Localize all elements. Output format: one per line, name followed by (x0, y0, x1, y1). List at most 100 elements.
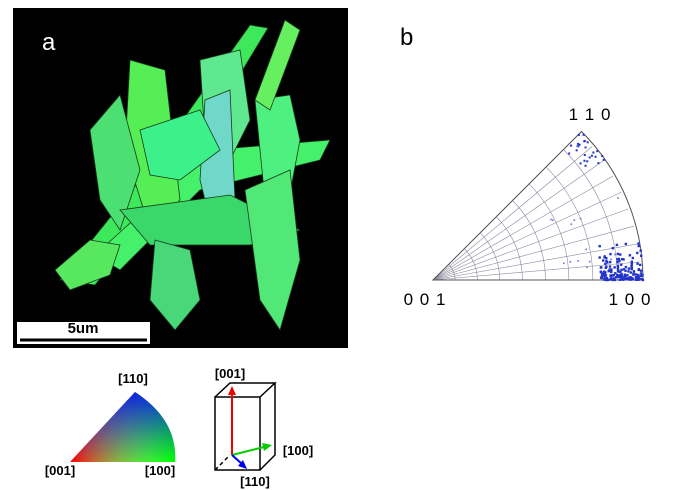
orientation-point (570, 145, 572, 147)
inverse-pole-figure (433, 132, 644, 282)
orientation-point (620, 273, 622, 275)
grid-arc (529, 184, 569, 280)
orientation-point (620, 264, 622, 266)
orientation-point (585, 165, 587, 167)
orientation-point (576, 149, 578, 151)
orientation-point (624, 278, 626, 280)
orientation-point (637, 275, 639, 277)
orientation-point (610, 270, 612, 272)
grid-ray (433, 146, 592, 280)
key-label: [100] (145, 463, 175, 478)
orientation-point (609, 261, 611, 263)
orientation-point (616, 244, 618, 246)
orientation-point (621, 275, 623, 277)
orientation-point (642, 279, 644, 281)
scale-bar-label: 5um (68, 320, 99, 337)
orientation-point (600, 266, 602, 268)
pole-label: 1 1 0 (569, 105, 612, 124)
orientation-point (618, 260, 620, 262)
orientation-point (552, 219, 554, 221)
orientation-point (609, 253, 611, 255)
orientation-point (617, 253, 619, 255)
orientation-point (576, 145, 578, 147)
orientation-point (604, 278, 606, 280)
orientation-point (612, 247, 614, 249)
orientation-point (614, 254, 616, 256)
orientation-point (574, 219, 576, 221)
orientation-point (563, 263, 565, 265)
orientation-point (640, 255, 642, 257)
orientation-point (612, 279, 614, 281)
orientation-point (583, 134, 585, 136)
orientation-point (595, 156, 597, 158)
grid-arc (563, 150, 617, 280)
orientation-point (631, 267, 633, 269)
prism-label: [001] (215, 366, 245, 381)
prism (215, 383, 275, 470)
orientation-point (639, 264, 641, 266)
orientation-point (633, 270, 635, 272)
orientation-point (609, 274, 611, 276)
orientation-point (584, 140, 586, 142)
orientation-point (601, 155, 603, 157)
orientation-point (635, 273, 637, 275)
orientation-point (616, 276, 618, 278)
orientation-point (586, 160, 588, 162)
orientation-point (571, 223, 573, 225)
orientation-point (568, 152, 570, 154)
grid-ray (433, 209, 628, 280)
orientation-point (598, 256, 600, 258)
orientation-point (609, 265, 611, 267)
orientation-point (597, 162, 599, 164)
orientation-point (617, 197, 619, 199)
orientation-point (583, 160, 585, 162)
grid-ray (433, 192, 621, 280)
orientation-point (640, 275, 642, 277)
key-blue (70, 392, 175, 462)
arrow-head (228, 386, 236, 395)
orientation-point (627, 270, 629, 272)
orientation-point (622, 258, 624, 260)
figure: 5um a [110] [001] [100] [001] [100] [110… (0, 0, 678, 490)
orientation-point (589, 156, 591, 158)
prism-label: [100] (283, 443, 313, 458)
grid-arc (546, 167, 593, 280)
orientation-point (613, 266, 615, 268)
prism-label: [110] (240, 474, 270, 489)
key-label: [001] (45, 463, 75, 478)
orientation-point (577, 260, 579, 262)
panel-letter: a (42, 29, 56, 56)
orientation-point (626, 274, 628, 276)
orientation-point (605, 257, 607, 259)
arrow-100 (232, 447, 264, 455)
orientation-point (605, 274, 607, 276)
orientation-point (640, 269, 642, 271)
orientation-point (600, 271, 602, 273)
orientation-point (620, 269, 622, 271)
orientation-point (591, 155, 593, 157)
orientation-point (640, 250, 642, 252)
orientation-point (630, 271, 632, 273)
orientation-point (619, 253, 621, 255)
orientation-point (628, 267, 630, 269)
orientation-point (578, 134, 580, 136)
orientation-point (585, 146, 587, 148)
orientation-point (602, 259, 604, 261)
orientation-point (638, 268, 640, 270)
orientation-point (624, 273, 626, 275)
orientation-point (584, 154, 586, 156)
orientation-point (586, 266, 588, 268)
grid-ray (433, 161, 603, 280)
orientation-point (637, 242, 639, 244)
orientation-point (632, 273, 634, 275)
orientation-point (577, 143, 579, 145)
orientation-point (636, 252, 638, 254)
orientation-point (592, 152, 594, 154)
orientation-point (601, 277, 603, 279)
panel-letter: b (400, 24, 413, 51)
orientation-point (603, 159, 605, 161)
orientation-point (610, 259, 612, 261)
orientation-point (605, 265, 607, 267)
arrow-head (262, 443, 272, 451)
orientation-point (599, 245, 601, 247)
